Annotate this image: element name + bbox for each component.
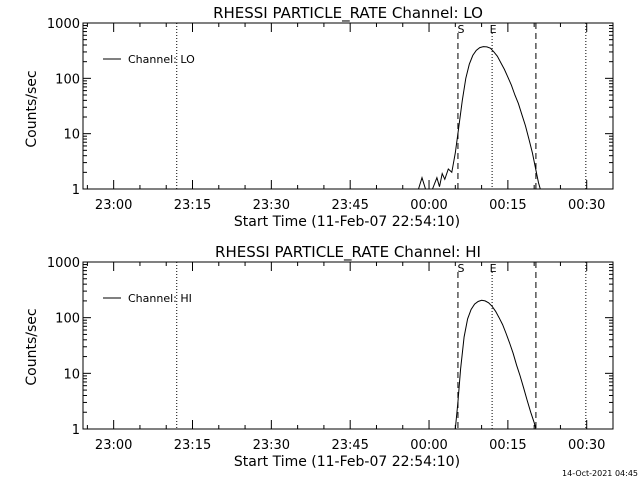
y-tick-label: 1000 [47,17,80,32]
x-tick-label: 00:15 [489,438,526,453]
y-tick-label: 100 [55,72,80,87]
y-tick-label: 1 [72,183,80,198]
y-axis-label-hi: Counts/sec [24,308,40,385]
x-tick-label: 23:00 [95,198,132,213]
x-tick-label: 00:00 [410,438,447,453]
x-tick-label: 23:00 [95,438,132,453]
x-tick-label: 00:30 [568,438,605,453]
timestamp: 14-Oct-2021 04:45 [562,469,638,478]
y-tick-label: 1 [72,423,80,438]
y-tick-label: 1000 [47,256,80,271]
y-tick-label: 10 [63,128,80,143]
legend-label: Channel: HI [128,292,192,305]
series-line-lo [418,46,541,190]
x-tick-label: 23:15 [174,438,211,453]
plot-frame-lo [82,22,614,190]
marker-label-s: S [457,262,464,275]
plot-hi: 1 10 100 1000 23:00 23:15 23:30 23:45 00:00 00:15… [47,256,614,453]
y-tick-label: 100 [55,312,80,327]
plot-lo: 1 10 100 1000 23:00 23:15 23:30 23:45 00:00 00:15… [47,17,614,213]
marker-label-e: E [490,23,497,36]
panel-title-hi: RHESSI PARTICLE_RATE Channel: HI [215,243,481,262]
legend-label: Channel: LO [128,53,195,66]
x-axis-label-lo: Start Time (11-Feb-07 22:54:10) [234,214,460,230]
series-line-hi [454,299,537,430]
plot-frame-hi [82,261,614,430]
y-tick-label: 10 [63,367,80,382]
x-tick-label: 23:45 [331,438,368,453]
x-tick-label: 23:45 [331,198,368,213]
marker-label-e: E [490,262,497,275]
x-tick-label: 00:30 [568,198,605,213]
panel-lo: RHESSI PARTICLE_RATE Channel: LO Counts/… [24,4,614,230]
x-tick-label: 23:30 [253,198,290,213]
y-axis-label-lo: Counts/sec [24,70,40,147]
panel-hi: RHESSI PARTICLE_RATE Channel: HI Counts/… [24,243,614,470]
x-tick-label: 23:15 [174,198,211,213]
x-tick-label: 00:15 [489,198,526,213]
x-tick-label: 23:30 [253,438,290,453]
marker-label-s: S [457,23,464,36]
panel-title-lo: RHESSI PARTICLE_RATE Channel: LO [213,4,483,23]
x-tick-label: 00:00 [410,198,447,213]
x-axis-label-hi: Start Time (11-Feb-07 22:54:10) [234,454,460,470]
